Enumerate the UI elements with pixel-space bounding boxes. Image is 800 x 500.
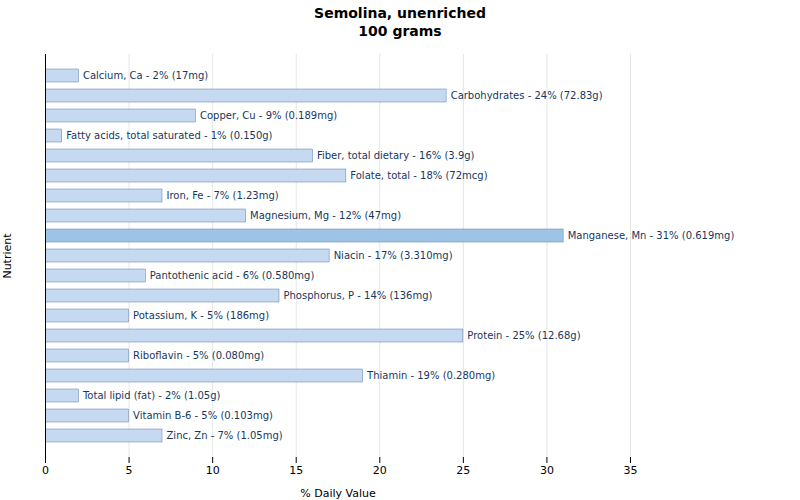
svg-text:Pantothenic acid - 6% (0.580mg: Pantothenic acid - 6% (0.580mg) — [150, 270, 315, 281]
svg-text:Vitamin B-6 - 5% (0.103mg): Vitamin B-6 - 5% (0.103mg) — [133, 410, 273, 421]
svg-text:Potassium, K - 5% (186mg): Potassium, K - 5% (186mg) — [133, 310, 269, 321]
svg-text:10: 10 — [206, 464, 220, 477]
svg-text:15: 15 — [289, 464, 303, 477]
svg-text:Phosphorus, P - 14% (136mg): Phosphorus, P - 14% (136mg) — [284, 290, 433, 301]
svg-text:Fiber, total dietary - 16% (3.: Fiber, total dietary - 16% (3.9g) — [317, 150, 475, 161]
html-text:Semolina, unenriched 100 grams: Semolina, unenriched 100 grams — [314, 5, 486, 39]
svg-text:Total lipid (fat) - 2% (1.05g): Total lipid (fat) - 2% (1.05g) — [82, 390, 221, 401]
svg-text:Zinc, Zn - 7% (1.05mg): Zinc, Zn - 7% (1.05mg) — [167, 430, 283, 441]
svg-text:Nutrient: Nutrient — [1, 233, 14, 279]
svg-text:Riboflavin - 5% (0.080mg): Riboflavin - 5% (0.080mg) — [133, 350, 264, 361]
svg-text:Folate, total - 18% (72mcg): Folate, total - 18% (72mcg) — [350, 170, 487, 181]
svg-text:20: 20 — [373, 464, 387, 477]
svg-text:0: 0 — [42, 464, 49, 477]
svg-text:Thiamin - 19% (0.280mg): Thiamin - 19% (0.280mg) — [366, 370, 495, 381]
svg-text:Fatty acids, total saturated -: Fatty acids, total saturated - 1% (0.150… — [66, 130, 272, 141]
svg-text:Carbohydrates - 24% (72.83g): Carbohydrates - 24% (72.83g) — [451, 90, 603, 101]
svg-text:Niacin - 17% (3.310mg): Niacin - 17% (3.310mg) — [334, 250, 453, 261]
svg-text:Iron, Fe - 7% (1.23mg): Iron, Fe - 7% (1.23mg) — [167, 190, 279, 201]
svg-text:25: 25 — [456, 464, 470, 477]
svg-text:35: 35 — [624, 464, 638, 477]
svg-text:Manganese, Mn - 31% (0.619mg): Manganese, Mn - 31% (0.619mg) — [568, 230, 735, 241]
svg-text:Protein - 25% (12.68g): Protein - 25% (12.68g) — [467, 330, 580, 341]
svg-text:Copper, Cu - 9% (0.189mg): Copper, Cu - 9% (0.189mg) — [200, 110, 337, 121]
svg-text:5: 5 — [126, 464, 133, 477]
svg-text:Calcium, Ca - 2% (17mg): Calcium, Ca - 2% (17mg) — [83, 70, 208, 81]
svg-text:% Daily Value: % Daily Value — [300, 487, 376, 500]
svg-text:30: 30 — [540, 464, 554, 477]
svg-text:Magnesium, Mg - 12% (47mg): Magnesium, Mg - 12% (47mg) — [250, 210, 401, 221]
